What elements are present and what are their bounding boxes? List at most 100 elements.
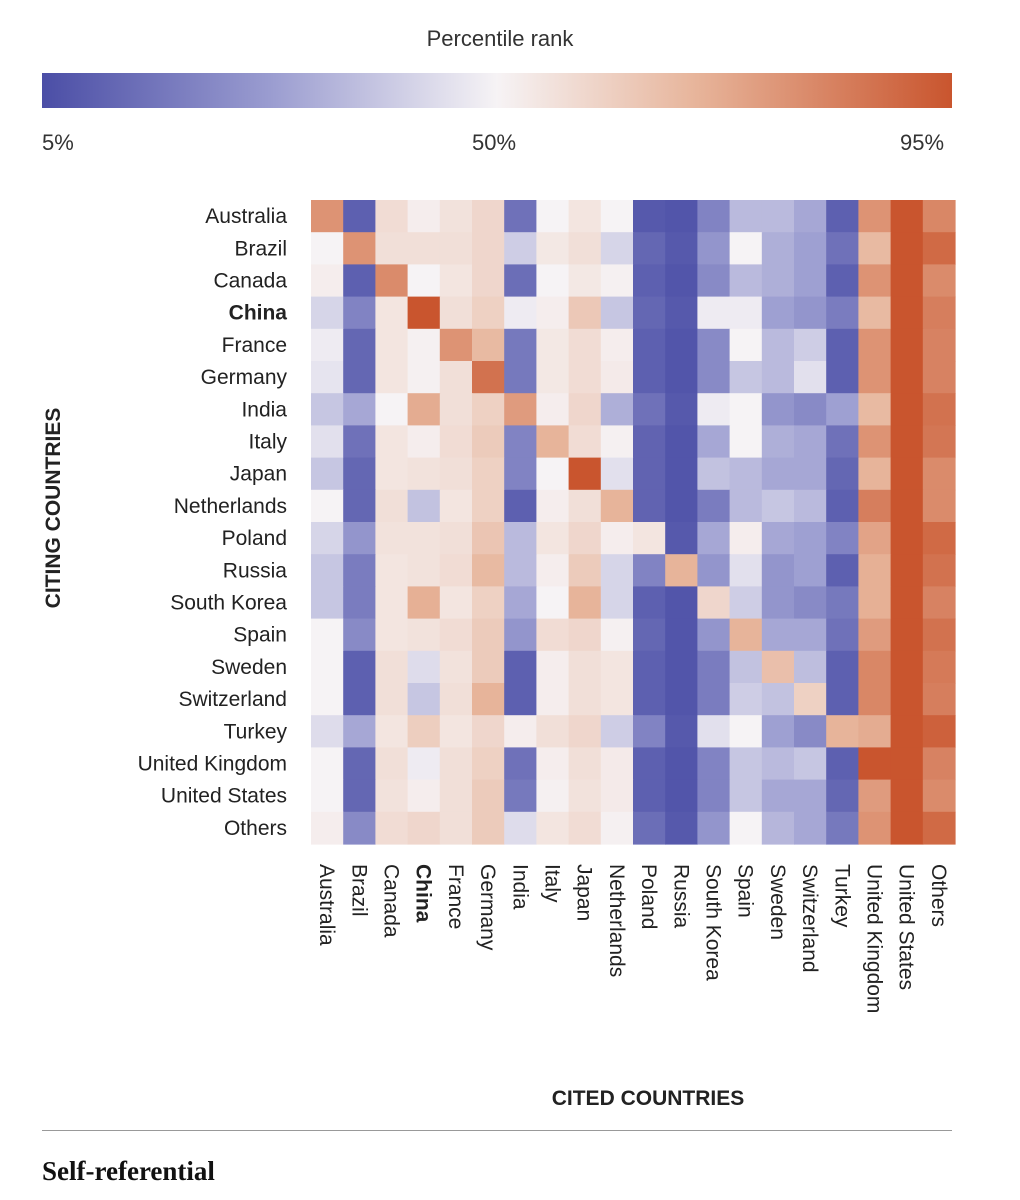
heatmap-cell-russia-spain bbox=[729, 554, 763, 587]
legend-tick-mid: 50% bbox=[472, 130, 517, 155]
heatmap-cell-china-france bbox=[439, 296, 473, 330]
heatmap-cell-germany-turkey bbox=[826, 361, 859, 394]
heatmap-cell-germany-netherlands bbox=[600, 361, 634, 394]
heatmap-cell-netherlands-canada bbox=[375, 489, 409, 523]
heatmap-cell-italy-russia bbox=[665, 425, 698, 459]
heatmap-cell-russia-russia bbox=[665, 554, 698, 587]
heatmap-cell-italy-netherlands bbox=[600, 425, 634, 459]
heatmap-cell-italy-switzerland bbox=[794, 425, 827, 459]
heatmap-cell-brazil-spain bbox=[729, 232, 763, 265]
heatmap-cell-china-australia bbox=[311, 296, 344, 330]
heatmap-cell-china-brazil bbox=[343, 296, 376, 330]
heatmap-cell-russia-turkey bbox=[826, 554, 859, 587]
heatmap-cell-germany-china bbox=[407, 361, 441, 394]
heatmap-cell-france-sweden bbox=[761, 328, 795, 362]
heatmap-cell-canada-sweden bbox=[761, 264, 795, 298]
section-divider bbox=[42, 1130, 952, 1131]
heatmap-cell-france-india bbox=[504, 328, 537, 362]
heatmap-cell-india-netherlands bbox=[600, 393, 634, 426]
heatmap-cell-australia-china bbox=[407, 200, 441, 233]
heatmap-cell-united-states-canada bbox=[375, 779, 409, 813]
heatmap-cell-canada-turkey bbox=[826, 264, 859, 298]
heatmap-cell-japan-others bbox=[922, 457, 956, 491]
heatmap-cell-india-russia bbox=[665, 393, 698, 426]
heatmap-cell-japan-sweden bbox=[761, 457, 795, 491]
heatmap-cell-brazil-china bbox=[407, 232, 441, 265]
heatmap-cell-turkey-turkey bbox=[826, 715, 859, 748]
heatmap-cell-japan-italy bbox=[536, 457, 570, 491]
y-axis-label: CITING COUNTRIES bbox=[42, 408, 65, 609]
heatmap-cell-brazil-others bbox=[922, 232, 956, 265]
heatmap-cell-india-south-korea bbox=[697, 393, 731, 426]
heatmap-cell-others-sweden bbox=[761, 811, 795, 845]
row-label-others: Others bbox=[224, 817, 287, 840]
heatmap-cell-others-south-korea bbox=[697, 811, 731, 845]
heatmap-cell-japan-germany bbox=[472, 457, 505, 491]
heatmap-cell-united-kingdom-india bbox=[504, 747, 537, 781]
heatmap-cell-italy-brazil bbox=[343, 425, 376, 459]
heatmap-cell-italy-italy bbox=[536, 425, 570, 459]
heatmap-cell-france-canada bbox=[375, 328, 409, 362]
heatmap-cell-russia-italy bbox=[536, 554, 570, 587]
heatmap-cell-netherlands-spain bbox=[729, 489, 763, 523]
heatmap-cell-poland-china bbox=[407, 522, 441, 555]
heatmap-cell-germany-india bbox=[504, 361, 537, 394]
heatmap-cell-japan-canada bbox=[375, 457, 409, 491]
heatmap-cell-china-poland bbox=[633, 296, 666, 330]
heatmap-cell-australia-brazil bbox=[343, 200, 376, 233]
heatmap-cell-united-kingdom-netherlands bbox=[600, 747, 634, 781]
heatmap-cell-sweden-turkey bbox=[826, 650, 859, 684]
heatmap-cell-united-states-italy bbox=[536, 779, 570, 813]
heatmap-cell-japan-united-states bbox=[890, 457, 924, 491]
heatmap-cell-spain-poland bbox=[633, 618, 666, 652]
heatmap-cell-brazil-italy bbox=[536, 232, 570, 265]
heatmap-cell-south-korea-united-states bbox=[890, 586, 924, 620]
heatmap-cell-sweden-canada bbox=[375, 650, 409, 684]
legend-tick-high: 95% bbox=[900, 130, 945, 155]
heatmap-cell-brazil-russia bbox=[665, 232, 698, 265]
heatmap-cell-netherlands-australia bbox=[311, 489, 344, 523]
heatmap-cell-sweden-spain bbox=[729, 650, 763, 684]
heatmap-cell-turkey-russia bbox=[665, 715, 698, 748]
heatmap-cell-united-states-china bbox=[407, 779, 441, 813]
heatmap-cell-russia-switzerland bbox=[794, 554, 827, 587]
heatmap-cell-australia-france bbox=[439, 200, 473, 233]
heatmap-cell-poland-united-kingdom bbox=[858, 522, 892, 555]
heatmap-cell-canada-china bbox=[407, 264, 441, 298]
heatmap-cell-sweden-india bbox=[504, 650, 537, 684]
heatmap-cell-canada-poland bbox=[633, 264, 666, 298]
heatmap-cell-poland-netherlands bbox=[600, 522, 634, 555]
heatmap-cell-south-korea-brazil bbox=[343, 586, 376, 620]
heatmap-cell-china-india bbox=[504, 296, 537, 330]
heatmap-cell-poland-australia bbox=[311, 522, 344, 555]
heatmap-cell-brazil-brazil bbox=[343, 232, 376, 265]
heatmap-cell-united-kingdom-germany bbox=[472, 747, 505, 781]
heatmap-cell-netherlands-france bbox=[439, 489, 473, 523]
heatmap-cell-china-russia bbox=[665, 296, 698, 330]
heatmap-cell-brazil-united-states bbox=[890, 232, 924, 265]
heatmap-cell-japan-poland bbox=[633, 457, 666, 491]
heatmap-cell-united-states-poland bbox=[633, 779, 666, 813]
heatmap-cell-germany-italy bbox=[536, 361, 570, 394]
heatmap-cell-south-korea-canada bbox=[375, 586, 409, 620]
heatmap-cell-netherlands-poland bbox=[633, 489, 666, 523]
heatmap-cell-switzerland-germany bbox=[472, 683, 505, 716]
heatmap-cell-united-kingdom-spain bbox=[729, 747, 763, 781]
column-label-china: China bbox=[412, 864, 435, 923]
heatmap-cell-india-united-states bbox=[890, 393, 924, 426]
heatmap-cell-united-kingdom-poland bbox=[633, 747, 666, 781]
legend-tick-low: 5% bbox=[42, 130, 74, 155]
heatmap-cell-germany-united-kingdom bbox=[858, 361, 892, 394]
heatmap-cell-turkey-india bbox=[504, 715, 537, 748]
heatmap-cell-south-korea-india bbox=[504, 586, 537, 620]
heatmap-cell-others-japan bbox=[568, 811, 602, 845]
heatmap-cell-sweden-germany bbox=[472, 650, 505, 684]
heatmap-cell-china-netherlands bbox=[600, 296, 634, 330]
heatmap-cell-russia-brazil bbox=[343, 554, 376, 587]
heatmap-cell-others-germany bbox=[472, 811, 505, 845]
heatmap-cell-japan-france bbox=[439, 457, 473, 491]
heatmap-cell-france-australia bbox=[311, 328, 344, 362]
column-label-united-states: United States bbox=[895, 864, 918, 990]
heatmap-cell-turkey-spain bbox=[729, 715, 763, 748]
heatmap-cell-netherlands-italy bbox=[536, 489, 570, 523]
